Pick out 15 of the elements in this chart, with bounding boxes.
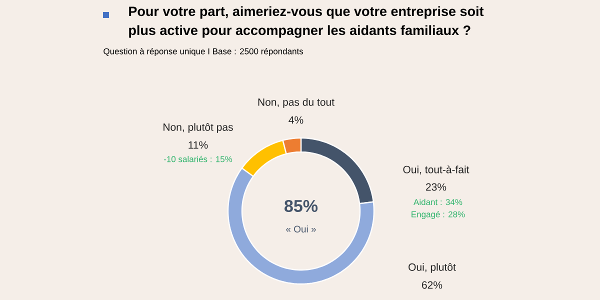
data-label: 4% — [288, 116, 304, 124]
text: Engagé : 28% — [412, 210, 465, 220]
chart-subtitle: Question à réponse unique I Base : 2500 répondants — [104, 48, 304, 56]
data-label: 23% — [426, 183, 446, 191]
text: 85% — [284, 200, 318, 212]
slice-label: Non, pas du tout — [258, 98, 334, 108]
slice-label: Oui, tout-à-fait — [403, 165, 470, 175]
text: -10 salariés : 15% — [164, 156, 232, 162]
data-label: 62% — [422, 281, 442, 289]
data-label: 11% — [188, 141, 208, 149]
text: « Oui » — [286, 226, 316, 232]
text: Aidant : 34% — [414, 198, 462, 206]
chart-title: Pour votre part, aimeriez-vous que votre entreprise soit plus active pour accompagner les aidants familiaux ? — [129, 6, 484, 38]
slice-label: Non, plutôt pas — [164, 123, 233, 133]
slice-label: Oui, plutôt — [408, 263, 456, 273]
